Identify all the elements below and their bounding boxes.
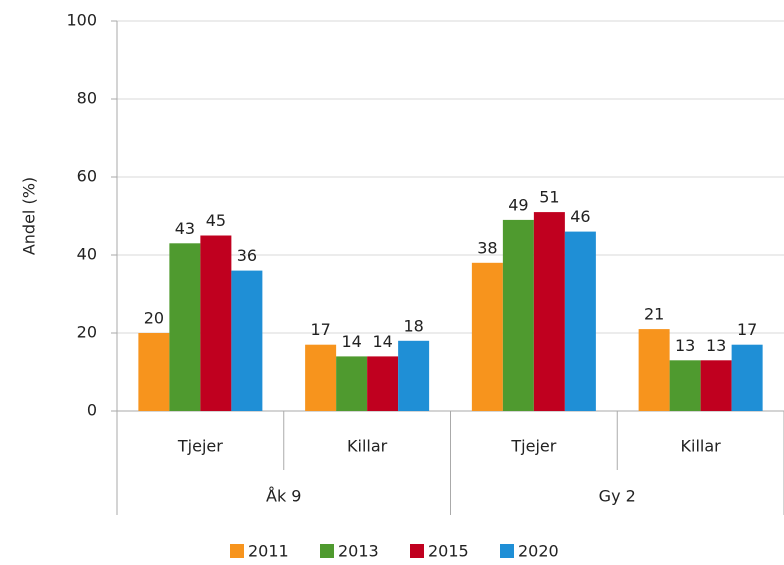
legend-label: 2011 (248, 542, 289, 561)
data-label: 20 (144, 309, 164, 328)
data-label: 21 (644, 305, 664, 324)
data-label: 49 (508, 195, 528, 214)
data-label: 18 (403, 316, 423, 335)
bar (638, 329, 670, 411)
bar (700, 360, 732, 411)
legend-label: 2015 (428, 542, 469, 561)
y-tick-label: 80 (77, 89, 97, 108)
x-tick-label: Killar (681, 437, 722, 456)
data-label: 14 (372, 332, 392, 351)
bar (367, 356, 399, 411)
y-tick-label: 20 (77, 323, 97, 342)
bar (669, 360, 701, 411)
bar (731, 344, 763, 411)
data-label: 17 (310, 320, 330, 339)
bar (305, 344, 337, 411)
legend-label: 2013 (338, 542, 379, 561)
legend-swatch (320, 544, 334, 558)
bar (564, 231, 596, 411)
data-label: 51 (539, 188, 559, 207)
legend-swatch (230, 544, 244, 558)
y-tick-label: 100 (66, 11, 97, 30)
y-tick-label: 40 (77, 245, 97, 264)
bar (200, 235, 232, 411)
y-axis-label: Andel (%) (20, 177, 39, 255)
x-tick-label: Tjejer (510, 437, 556, 456)
group-label: Åk 9 (266, 487, 301, 506)
data-label: 13 (706, 336, 726, 355)
data-label: 45 (206, 211, 226, 230)
bar (502, 219, 534, 411)
bar (471, 262, 503, 411)
group-label: Gy 2 (599, 487, 636, 506)
bar (231, 270, 263, 411)
data-label: 46 (570, 207, 590, 226)
data-label: 43 (175, 219, 195, 238)
y-tick-label: 60 (77, 167, 97, 186)
data-label: 36 (237, 246, 257, 265)
x-tick-label: Tjejer (177, 437, 223, 456)
data-label: 38 (477, 238, 497, 257)
data-label: 14 (341, 332, 361, 351)
data-label: 17 (737, 320, 757, 339)
bar (336, 356, 368, 411)
legend-swatch (410, 544, 424, 558)
legend-swatch (500, 544, 514, 558)
x-tick-label: Killar (347, 437, 388, 456)
bar (169, 243, 201, 411)
bar (398, 340, 430, 411)
bar (138, 333, 170, 411)
legend-label: 2020 (518, 542, 559, 561)
data-label: 13 (675, 336, 695, 355)
bar (533, 212, 565, 411)
y-tick-label: 0 (87, 401, 97, 420)
